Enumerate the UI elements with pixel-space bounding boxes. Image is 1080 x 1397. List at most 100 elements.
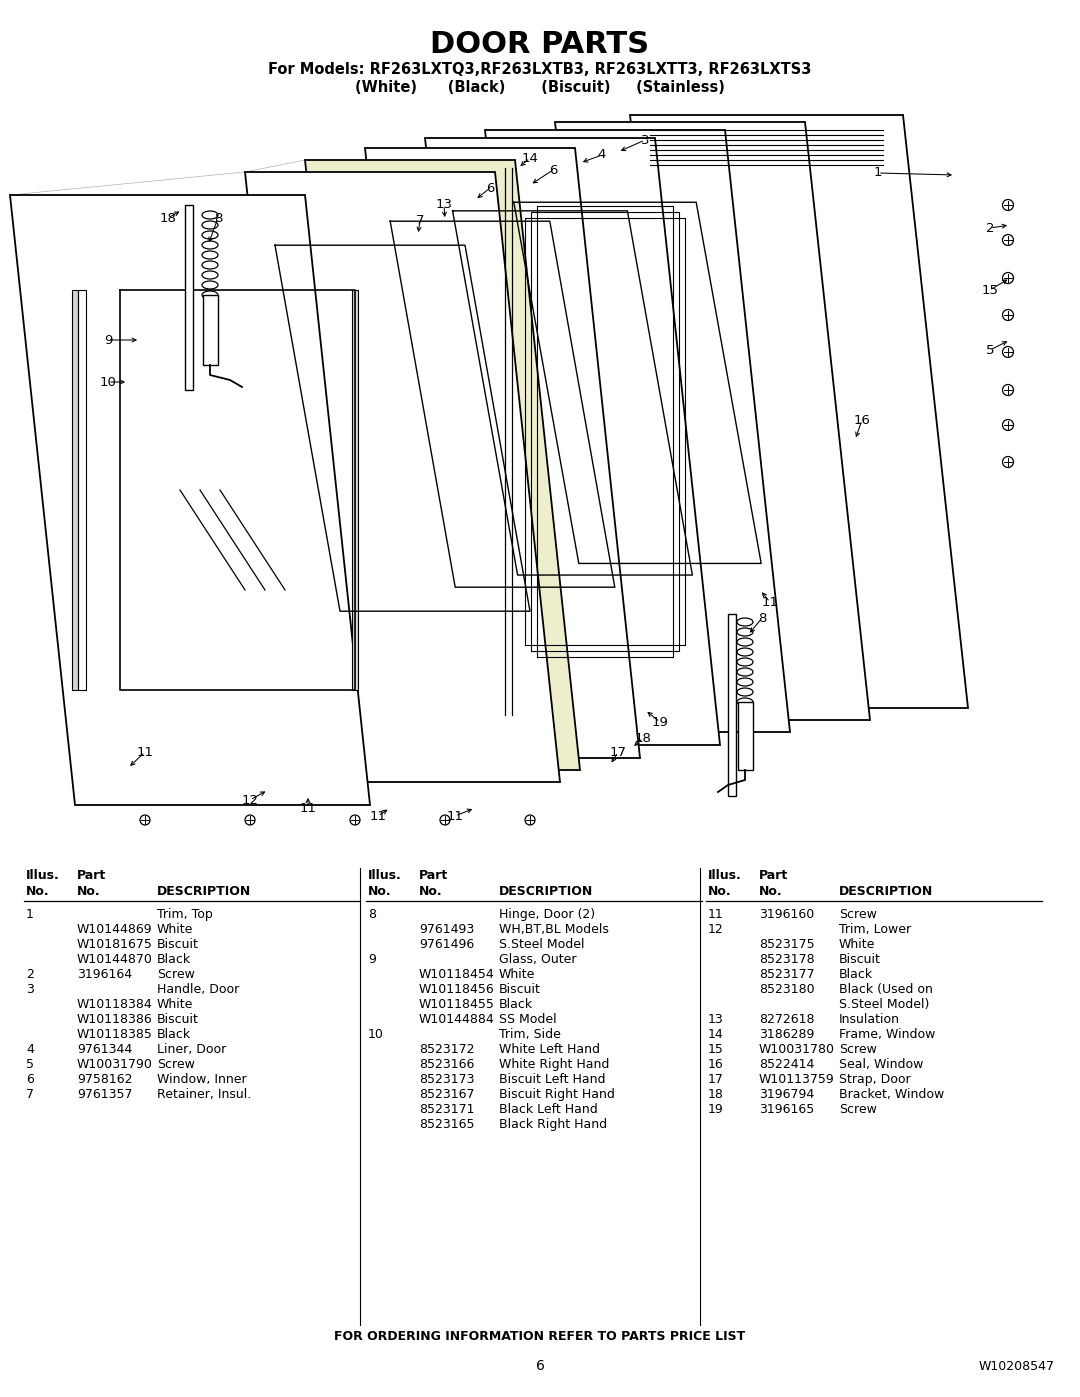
- Text: Biscuit Right Hand: Biscuit Right Hand: [499, 1088, 615, 1101]
- Polygon shape: [426, 138, 720, 745]
- Text: Bracket, Window: Bracket, Window: [839, 1088, 944, 1101]
- Text: 3: 3: [26, 983, 33, 996]
- Text: 2: 2: [26, 968, 33, 981]
- Text: 4: 4: [598, 148, 606, 162]
- Text: W10031780: W10031780: [759, 1044, 835, 1056]
- Text: Biscuit: Biscuit: [839, 953, 881, 965]
- Text: 15: 15: [982, 284, 999, 296]
- Text: Black Left Hand: Black Left Hand: [499, 1104, 597, 1116]
- Text: 10: 10: [99, 376, 117, 388]
- Text: White: White: [157, 923, 193, 936]
- Text: 9: 9: [368, 953, 376, 965]
- Text: Frame, Window: Frame, Window: [839, 1028, 935, 1041]
- Text: Screw: Screw: [157, 968, 194, 981]
- Text: 8523172: 8523172: [419, 1044, 474, 1056]
- Text: 9761357: 9761357: [77, 1088, 133, 1101]
- Text: No.: No.: [26, 886, 50, 898]
- Text: Strap, Door: Strap, Door: [839, 1073, 910, 1085]
- Bar: [738, 703, 753, 770]
- Text: 8523165: 8523165: [419, 1118, 474, 1132]
- Text: W10118456: W10118456: [419, 983, 495, 996]
- Ellipse shape: [1002, 419, 1013, 430]
- Polygon shape: [365, 148, 640, 759]
- Polygon shape: [630, 115, 968, 708]
- Ellipse shape: [1002, 200, 1013, 211]
- Text: W10118384: W10118384: [77, 997, 152, 1011]
- Text: Retainer, Insul.: Retainer, Insul.: [157, 1088, 252, 1101]
- Text: Illus.: Illus.: [708, 869, 742, 882]
- Text: White: White: [499, 968, 536, 981]
- Bar: [78, 291, 86, 690]
- Polygon shape: [245, 172, 561, 782]
- Text: W10031790: W10031790: [77, 1058, 153, 1071]
- Ellipse shape: [202, 281, 218, 289]
- Text: White Right Hand: White Right Hand: [499, 1058, 609, 1071]
- Ellipse shape: [737, 638, 753, 645]
- Ellipse shape: [737, 617, 753, 626]
- Text: 3186289: 3186289: [759, 1028, 814, 1041]
- Text: 16: 16: [853, 414, 870, 426]
- Text: 8: 8: [368, 908, 376, 921]
- Text: No.: No.: [368, 886, 392, 898]
- Text: Trim, Side: Trim, Side: [499, 1028, 561, 1041]
- Text: 18: 18: [635, 732, 651, 745]
- Text: W10118385: W10118385: [77, 1028, 153, 1041]
- Text: Biscuit: Biscuit: [157, 1013, 199, 1025]
- Text: Screw: Screw: [839, 1104, 877, 1116]
- Text: Illus.: Illus.: [368, 869, 402, 882]
- Text: Trim, Lower: Trim, Lower: [839, 923, 912, 936]
- Ellipse shape: [737, 668, 753, 676]
- Bar: [72, 291, 78, 690]
- Ellipse shape: [737, 658, 753, 666]
- Ellipse shape: [525, 814, 535, 826]
- Ellipse shape: [1002, 457, 1013, 468]
- Text: W10118386: W10118386: [77, 1013, 152, 1025]
- Text: W10208547: W10208547: [978, 1361, 1055, 1373]
- Text: Screw: Screw: [157, 1058, 194, 1071]
- Text: FOR ORDERING INFORMATION REFER TO PARTS PRICE LIST: FOR ORDERING INFORMATION REFER TO PARTS …: [335, 1330, 745, 1343]
- Text: Biscuit: Biscuit: [157, 937, 199, 951]
- Text: 8523167: 8523167: [419, 1088, 474, 1101]
- Text: No.: No.: [759, 886, 783, 898]
- Text: S.Steel Model: S.Steel Model: [499, 937, 584, 951]
- Ellipse shape: [202, 211, 218, 219]
- Text: Biscuit Left Hand: Biscuit Left Hand: [499, 1073, 606, 1085]
- Text: W10144869: W10144869: [77, 923, 152, 936]
- Text: Screw: Screw: [839, 1044, 877, 1056]
- Text: 17: 17: [708, 1073, 724, 1085]
- Text: 8523175: 8523175: [759, 937, 814, 951]
- Text: 8523177: 8523177: [759, 968, 814, 981]
- Ellipse shape: [737, 698, 753, 705]
- Text: 3196160: 3196160: [759, 908, 814, 921]
- Text: S.Steel Model): S.Steel Model): [839, 997, 930, 1011]
- Text: 8: 8: [758, 612, 766, 624]
- Text: 8522414: 8522414: [759, 1058, 814, 1071]
- Text: 6: 6: [536, 1359, 544, 1373]
- Ellipse shape: [1002, 384, 1013, 395]
- Text: No.: No.: [419, 886, 443, 898]
- Text: 1: 1: [874, 166, 882, 179]
- Ellipse shape: [202, 221, 218, 229]
- Text: 8523178: 8523178: [759, 953, 814, 965]
- Text: 3196165: 3196165: [759, 1104, 814, 1116]
- Text: Illus.: Illus.: [26, 869, 59, 882]
- Text: 8523173: 8523173: [419, 1073, 474, 1085]
- Ellipse shape: [202, 261, 218, 270]
- Text: 17: 17: [609, 746, 626, 759]
- Text: Black: Black: [157, 1028, 191, 1041]
- Ellipse shape: [1002, 346, 1013, 358]
- Text: 6: 6: [549, 163, 557, 176]
- Ellipse shape: [1002, 272, 1013, 284]
- Ellipse shape: [1002, 310, 1013, 320]
- Text: 9761493: 9761493: [419, 923, 474, 936]
- Text: 14: 14: [522, 151, 539, 165]
- Ellipse shape: [737, 629, 753, 636]
- Text: Black: Black: [157, 953, 191, 965]
- Text: (White)      (Black)       (Biscuit)     (Stainless): (White) (Black) (Biscuit) (Stainless): [355, 80, 725, 95]
- Bar: [728, 615, 735, 796]
- Text: 2: 2: [986, 222, 995, 235]
- Text: W10181675: W10181675: [77, 937, 153, 951]
- Text: SS Model: SS Model: [499, 1013, 556, 1025]
- Text: DOOR PARTS: DOOR PARTS: [431, 29, 649, 59]
- Text: 8523166: 8523166: [419, 1058, 474, 1071]
